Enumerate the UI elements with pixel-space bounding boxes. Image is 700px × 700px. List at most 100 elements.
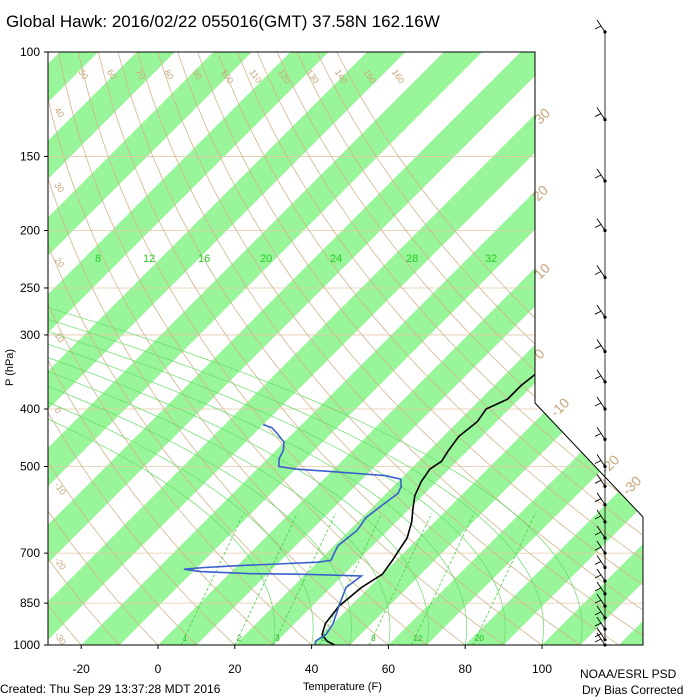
dewpoint-line bbox=[183, 423, 403, 645]
x-tick-label: 80 bbox=[459, 662, 473, 676]
wind-barb-dot bbox=[603, 437, 607, 441]
wind-barb bbox=[594, 555, 607, 570]
x-tick-label: -20 bbox=[73, 662, 91, 676]
wind-barb-dot bbox=[603, 627, 607, 631]
isotherm-band bbox=[48, 52, 483, 645]
wind-barb-dot bbox=[603, 117, 607, 122]
wind-barb-flag bbox=[594, 345, 602, 349]
y-tick-label: 850 bbox=[20, 596, 40, 610]
wind-barb bbox=[594, 616, 607, 631]
mixing-ratio-label: 5 bbox=[321, 634, 326, 643]
isotherm-band-label: 24 bbox=[330, 253, 342, 265]
wind-barb bbox=[594, 19, 607, 34]
wind-barb-flag bbox=[594, 638, 602, 643]
y-tick-label: 700 bbox=[20, 546, 40, 560]
wind-barb-dot bbox=[603, 604, 607, 608]
dry-adiabat bbox=[48, 52, 236, 645]
y-tick-label: 200 bbox=[20, 224, 40, 238]
mixing-ratio-line bbox=[318, 513, 383, 645]
dry-adiabat bbox=[177, 52, 643, 645]
wind-barb-dot bbox=[603, 643, 607, 647]
moist-adiabat bbox=[48, 230, 583, 645]
isotherm-band-label: 32 bbox=[485, 253, 497, 265]
y-tick-label: 250 bbox=[20, 281, 40, 295]
wind-barb-flag bbox=[594, 310, 602, 315]
moist-adiabat bbox=[48, 230, 276, 645]
wind-barb-dot bbox=[603, 179, 607, 183]
wind-barb-dot bbox=[603, 349, 607, 354]
created-timestamp: Created: Thu Sep 29 13:37:28 MDT 2016 bbox=[0, 682, 221, 696]
wind-barb-dot bbox=[603, 464, 607, 469]
wind-barb-flag bbox=[594, 587, 602, 592]
moist-adiabat bbox=[48, 230, 506, 645]
wind-barb-flag bbox=[594, 375, 602, 380]
x-tick-label: 60 bbox=[382, 662, 396, 676]
dry-adiabat bbox=[48, 52, 428, 645]
wind-barb-flag bbox=[594, 25, 602, 30]
wind-barb-dot bbox=[603, 228, 607, 233]
moist-adiabat bbox=[48, 230, 314, 645]
y-tick-label: 150 bbox=[20, 149, 40, 163]
mixing-ratio-label: 8 bbox=[371, 634, 376, 643]
x-tick-label: 100 bbox=[532, 662, 552, 676]
wind-barb bbox=[594, 492, 607, 507]
isotherm-band bbox=[48, 52, 252, 645]
dry-adiabat bbox=[197, 52, 643, 645]
wind-barb-flag bbox=[594, 611, 602, 616]
dry-adiabat-label: 80 bbox=[162, 67, 176, 81]
isotherm-band bbox=[388, 52, 643, 645]
wind-barb-flag bbox=[594, 402, 602, 407]
sounding-series bbox=[183, 53, 643, 645]
dry-adiabat-label-left: 30 bbox=[52, 180, 66, 194]
wind-barb bbox=[594, 605, 607, 620]
wind-barb-dot bbox=[603, 407, 607, 411]
dry-adiabat-label: 90 bbox=[190, 67, 204, 81]
wind-barb-dot bbox=[603, 579, 607, 583]
isotherm-band bbox=[48, 52, 329, 645]
wind-barb bbox=[594, 304, 607, 319]
wind-barb-flag bbox=[594, 224, 602, 228]
wind-barb-flag bbox=[594, 498, 602, 503]
moist-adiabat bbox=[48, 230, 544, 645]
y-tick-label: 100 bbox=[20, 45, 40, 59]
wind-barb-flag bbox=[594, 460, 602, 464]
mixing-ratio-line bbox=[472, 513, 536, 645]
y-axis-label: P (hPa) bbox=[4, 348, 16, 386]
wind-barb bbox=[594, 168, 607, 183]
dry-adiabat bbox=[48, 52, 312, 645]
wind-barb-dot bbox=[603, 616, 607, 620]
mixing-ratio-label: 3 bbox=[275, 634, 280, 643]
wind-barb bbox=[594, 107, 607, 122]
y-axis-ticks: 100 150 200 250 300 400 500 700 850 1000 bbox=[13, 45, 48, 652]
wind-barb-flag bbox=[594, 574, 602, 579]
wind-barb bbox=[594, 632, 607, 647]
dry-adiabat-label-left: -10 bbox=[52, 480, 68, 496]
mixing-ratio-lines bbox=[180, 513, 536, 645]
dry-adiabat-label: 160 bbox=[390, 67, 407, 85]
dry-adiabat bbox=[97, 52, 543, 645]
x-axis-label: Temperature (F) bbox=[303, 681, 382, 693]
wind-barb bbox=[594, 581, 607, 596]
wind-barb bbox=[594, 369, 607, 384]
wind-barb bbox=[594, 509, 607, 524]
chart-title: Global Hawk: 2016/02/22 055016(GMT) 37.5… bbox=[6, 12, 440, 31]
isotherm-label: -20 bbox=[597, 451, 623, 477]
x-tick-label: 40 bbox=[305, 662, 319, 676]
dry-adiabat bbox=[276, 52, 643, 645]
mixing-ratio-label: 2 bbox=[237, 634, 242, 643]
dry-adiabat-label: 50 bbox=[76, 67, 90, 81]
dry-adiabat bbox=[78, 52, 504, 645]
isotherm-label: -10 bbox=[547, 394, 573, 420]
y-tick-label: 300 bbox=[20, 328, 40, 342]
dry-adiabat-label-left: 0 bbox=[52, 405, 63, 415]
wind-barb-dot bbox=[603, 30, 607, 34]
wind-barb-dot bbox=[603, 315, 607, 319]
dry-adiabats bbox=[48, 52, 643, 645]
wind-barb bbox=[594, 540, 607, 555]
wind-barb bbox=[594, 339, 607, 354]
wind-barb-flag bbox=[594, 479, 602, 484]
isotherm-band-label: 28 bbox=[406, 253, 418, 265]
dry-adiabat bbox=[48, 52, 120, 645]
wind-barb bbox=[594, 568, 607, 583]
